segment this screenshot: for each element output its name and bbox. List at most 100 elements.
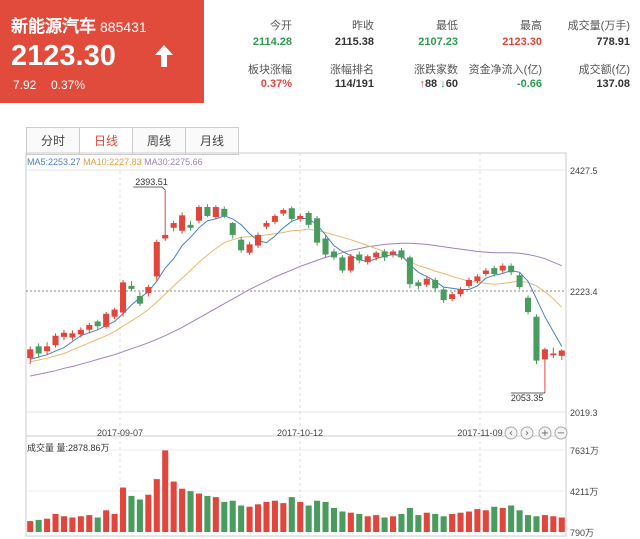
volume-bar	[533, 516, 540, 532]
volume-bar	[381, 517, 388, 532]
volume-bar	[77, 516, 84, 532]
volume-bar	[322, 501, 329, 532]
stat-value-advance-decline: ↑88 ↓60	[370, 78, 458, 90]
volume-bar	[474, 509, 481, 532]
candle-body	[263, 223, 270, 227]
candle-body	[179, 215, 186, 231]
volume-bar	[238, 505, 245, 532]
candle-body	[373, 252, 380, 258]
stat-label-open: 今开	[270, 20, 292, 32]
candle-body	[128, 285, 135, 289]
volume-bar	[170, 481, 177, 532]
tab-monthly[interactable]: 月线	[199, 134, 224, 148]
stat-label-high: 最高	[520, 20, 542, 32]
volume-bar	[457, 512, 464, 532]
date-axis-label: 2017-09-07	[97, 428, 143, 438]
volume-bar	[550, 516, 557, 532]
up-arrow-icon	[155, 45, 173, 67]
volume-bar	[204, 495, 211, 532]
volume-bar	[195, 493, 203, 532]
volume-axis-label: 4211万	[570, 487, 598, 497]
volume-bar	[356, 513, 363, 532]
candle-body	[297, 215, 304, 219]
volume-bar	[145, 494, 152, 532]
candle-body	[153, 242, 160, 277]
stat-value-volume: 778.91	[596, 36, 630, 48]
candle-body	[440, 289, 447, 301]
volume-bar	[330, 507, 338, 532]
price-change-pct: 0.37%	[51, 78, 86, 92]
volume-bar	[103, 510, 110, 532]
stat-value-prev-close: 2115.38	[334, 36, 374, 48]
volume-bar	[314, 500, 321, 532]
stats-grid: 今开 2114.28 昨收 2115.38 最低 2107.23 最高 2123…	[204, 0, 640, 103]
price-axis-label: 2019.3	[570, 408, 598, 418]
ma10-line	[30, 228, 563, 363]
stat-label-low: 最低	[436, 20, 458, 32]
volume-bar	[94, 517, 101, 532]
scroll-left-icon	[504, 426, 518, 440]
candle-body	[69, 333, 76, 338]
tab-daily[interactable]: 日线	[80, 128, 133, 154]
ma30-line	[30, 242, 562, 377]
candle-body	[280, 210, 287, 214]
candle-body	[389, 251, 397, 255]
period-tabs: 分时 日线 周线 月线	[26, 127, 239, 155]
candle-body	[94, 321, 101, 327]
candle-body	[322, 238, 329, 255]
zoom-in-button[interactable]: +	[538, 426, 552, 440]
candle-body	[339, 257, 346, 271]
candle-body	[541, 349, 548, 360]
volume-bar	[516, 510, 523, 532]
volume-bar	[288, 497, 295, 532]
candle-body	[406, 257, 413, 285]
candle-body	[465, 279, 473, 286]
candle-body	[44, 346, 51, 352]
tab-weekly[interactable]: 周线	[133, 128, 186, 154]
candle-body	[271, 215, 278, 222]
candle-body	[516, 275, 523, 288]
sector-title: 新能源汽车 885431	[11, 12, 147, 37]
ma10-legend: MA10:2227.83	[83, 157, 142, 167]
candle-body	[35, 346, 42, 354]
up-triangle-icon: ↑	[419, 78, 425, 90]
sector-code: 885431	[100, 19, 147, 35]
stat-value-net-inflow: -0.66	[516, 78, 542, 90]
scroll-left-button[interactable]: ‹	[504, 426, 518, 440]
volume-bar	[179, 488, 186, 532]
volume-bar	[364, 516, 371, 532]
volume-bar	[339, 511, 346, 532]
volume-bar	[432, 513, 439, 532]
candle-body	[238, 239, 245, 251]
candle-body	[330, 251, 338, 258]
stat-label-net-inflow: 资金净流入(亿)	[468, 64, 542, 76]
scroll-right-glyph: ›	[525, 428, 529, 439]
candle-body	[491, 268, 498, 275]
tab-intraday[interactable]: 分时	[27, 128, 80, 154]
candle-body	[212, 207, 219, 218]
candle-body	[533, 316, 540, 361]
stat-value-rank: 114/191	[334, 78, 374, 90]
candle-body	[508, 265, 515, 273]
price-change: 7.92	[13, 78, 37, 92]
candle-body	[364, 256, 371, 263]
volume-bar	[423, 512, 430, 532]
advance-count: 88	[424, 78, 438, 90]
volume-bar	[465, 511, 473, 532]
volume-bar	[499, 507, 506, 532]
current-price: 2123.30	[11, 40, 116, 72]
zoom-out-button[interactable]: −	[554, 426, 568, 440]
volume-bar	[406, 507, 413, 532]
candle-body	[423, 278, 430, 285]
volume-bar	[415, 515, 422, 532]
stat-value-sector-gain: 0.37%	[260, 78, 292, 90]
scroll-right-button[interactable]: ›	[520, 426, 534, 440]
decline-count: 60	[445, 78, 458, 90]
stat-label-advance-decline: 涨跌家数	[414, 64, 458, 76]
volume-bar	[280, 503, 287, 532]
volume-bar	[271, 500, 278, 532]
candle-body	[111, 309, 118, 317]
candle-body	[449, 294, 456, 299]
candle-body	[457, 289, 464, 295]
